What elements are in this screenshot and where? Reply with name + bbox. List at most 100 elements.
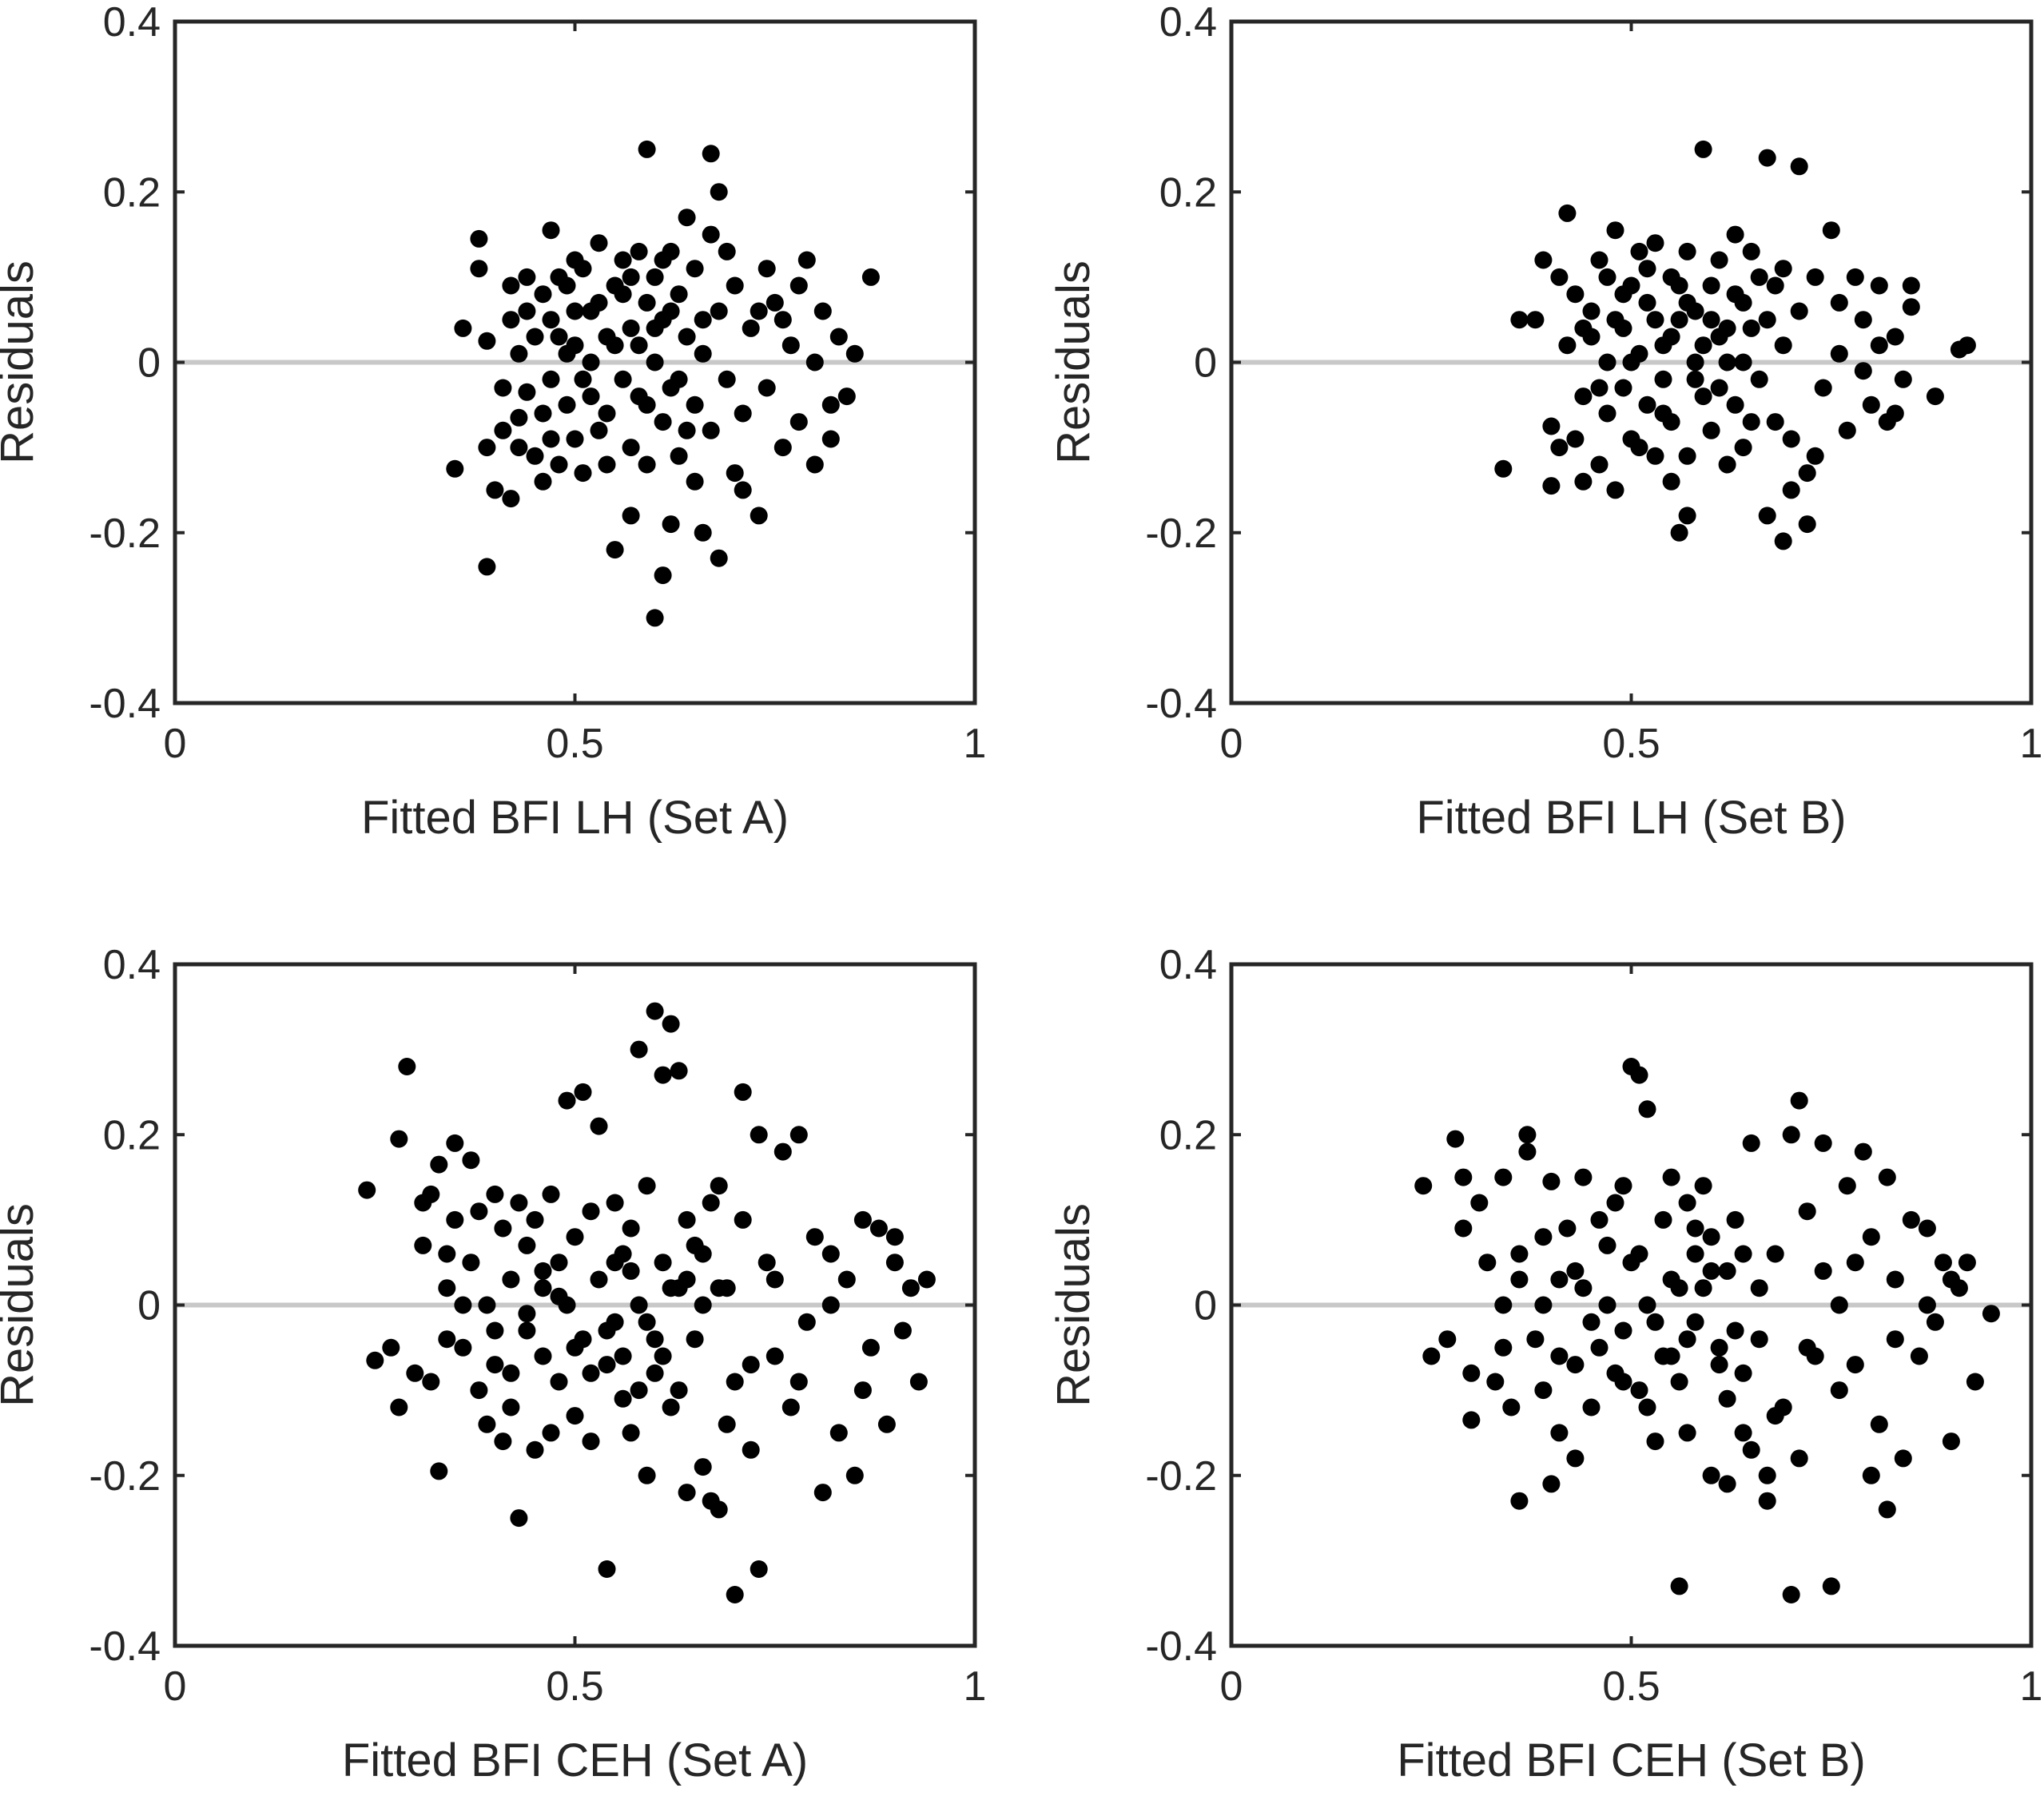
data-point [1694, 140, 1712, 158]
data-point [1622, 353, 1640, 372]
y-tick-label: -0.4 [1145, 681, 1217, 727]
data-point [1710, 1338, 1728, 1357]
data-point [582, 1202, 600, 1221]
data-point [869, 1219, 888, 1238]
data-point [654, 566, 672, 585]
data-point [598, 1560, 616, 1578]
data-point [502, 311, 520, 329]
data-point [1598, 353, 1617, 372]
data-point [590, 1270, 608, 1289]
data-point [1614, 1177, 1632, 1195]
x-tick-label: 0.5 [1602, 1663, 1660, 1710]
data-point [1814, 1262, 1832, 1280]
data-point [1694, 1177, 1712, 1195]
data-point [1646, 311, 1664, 329]
data-point [1702, 421, 1720, 439]
data-point [726, 464, 744, 483]
data-point [678, 1210, 696, 1229]
data-point [758, 379, 776, 397]
data-point [558, 276, 576, 295]
scatter-panel-1: 0 0.5 1 -0.4 -0.2 0 0.2 0.4 Fitted BFI LH (Set A… [0, 0, 986, 844]
data-point [502, 276, 520, 295]
data-point [1670, 311, 1688, 329]
y-axis-label: Residuals [1048, 1203, 1100, 1407]
data-point [518, 302, 536, 320]
data-point [1606, 311, 1624, 329]
data-point [1494, 1296, 1513, 1314]
data-point [1702, 311, 1720, 329]
data-point [542, 221, 560, 240]
data-point [1638, 1100, 1656, 1119]
data-point [789, 1373, 808, 1391]
data-point [805, 353, 824, 372]
data-point [750, 1126, 768, 1144]
data-point [510, 1194, 528, 1212]
data-point [1766, 413, 1784, 431]
data-point [558, 395, 576, 414]
data-point [1742, 242, 1760, 260]
data-point [718, 370, 736, 388]
data-point [502, 1398, 520, 1417]
data-point [1630, 1381, 1648, 1400]
data-point [1558, 1219, 1577, 1238]
data-point [1710, 379, 1728, 397]
data-point [1510, 1270, 1529, 1289]
data-point [662, 1015, 680, 1033]
y-tick-label: -0.2 [1145, 1453, 1217, 1500]
data-points [1494, 140, 1976, 550]
data-point [454, 319, 472, 337]
data-point [662, 302, 680, 320]
data-point [590, 293, 608, 312]
data-point [1846, 268, 1864, 286]
data-point [646, 1002, 664, 1020]
data-point [542, 1185, 560, 1203]
data-point [1686, 1219, 1704, 1238]
data-point [510, 1509, 528, 1528]
data-point [1870, 276, 1888, 295]
data-point [1910, 1347, 1928, 1365]
data-point [1790, 1449, 1808, 1468]
data-point [622, 1262, 640, 1280]
data-point [734, 1083, 752, 1101]
data-point [766, 1270, 784, 1289]
data-point [766, 1347, 784, 1365]
data-point [1694, 1279, 1712, 1297]
data-point [1718, 1475, 1736, 1493]
data-point [1678, 242, 1696, 260]
data-point [622, 1424, 640, 1442]
data-point [750, 302, 768, 320]
data-point [805, 455, 824, 474]
scatter-panel-3: 0 0.5 1 -0.4 -0.2 0 0.2 0.4 Fitted BFI CEH (Set … [0, 942, 986, 1786]
data-point [542, 1424, 560, 1442]
data-point [398, 1058, 416, 1075]
data-point [1590, 1338, 1609, 1357]
data-point [1574, 1168, 1593, 1186]
data-point [390, 1398, 408, 1417]
data-point [366, 1351, 384, 1369]
data-point [1758, 507, 1776, 525]
data-point [1574, 319, 1593, 337]
data-point [566, 1228, 584, 1246]
data-point [1678, 1330, 1696, 1349]
data-point [638, 1177, 656, 1195]
data-point [710, 549, 728, 567]
data-point [1670, 1577, 1688, 1595]
data-point [829, 328, 848, 346]
data-point [582, 1364, 600, 1382]
data-point [590, 421, 608, 439]
data-point [638, 455, 656, 474]
data-point [1670, 523, 1688, 542]
data-point [438, 1245, 456, 1263]
y-tick-label: 0.4 [1159, 942, 1217, 988]
data-point [470, 229, 488, 248]
data-point [750, 507, 768, 525]
data-point [1606, 221, 1624, 240]
data-point [1766, 1245, 1784, 1263]
data-point [406, 1364, 424, 1382]
data-point [1478, 1254, 1497, 1272]
data-point [861, 268, 880, 286]
data-point [534, 472, 552, 491]
data-point [542, 430, 560, 448]
data-point [1550, 268, 1569, 286]
